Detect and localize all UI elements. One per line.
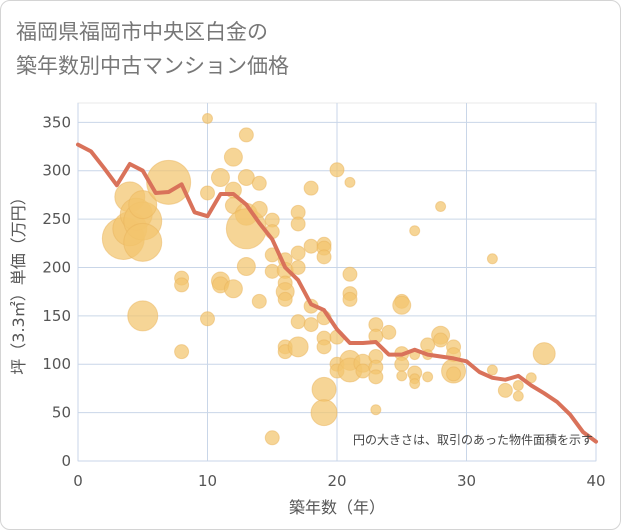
- chart-title: 福岡県福岡市中央区白金の 築年数別中古マンション価格: [16, 15, 416, 83]
- y-tick-label: 150: [42, 307, 71, 325]
- bubble-point: [223, 147, 243, 167]
- bubble-point: [342, 266, 358, 282]
- bubble-point: [127, 300, 159, 332]
- y-tick-label: 0: [61, 452, 71, 470]
- title-line-1: 福岡県福岡市中央区白金の: [16, 20, 268, 44]
- bubble-point: [264, 430, 280, 446]
- bubble-point: [223, 279, 243, 299]
- x-tick-label: 0: [73, 472, 83, 490]
- bubble-point: [409, 378, 421, 390]
- axis-ticks: 0 10 20 30 40 0 50 100 150 200 250 300 350: [42, 113, 605, 490]
- bubble-point: [512, 390, 524, 402]
- bubble-point: [251, 175, 267, 191]
- bubble-point: [486, 253, 498, 265]
- y-tick-label: 100: [42, 355, 71, 373]
- bubble-point: [486, 364, 498, 376]
- bubble-point: [396, 370, 408, 382]
- bubble-point: [368, 369, 384, 385]
- bubble-point: [497, 382, 513, 398]
- bubble-point: [236, 257, 256, 277]
- bubble-point: [251, 293, 267, 309]
- bubble-point: [287, 336, 309, 358]
- bubble-point: [512, 380, 524, 392]
- bubble-point: [342, 291, 358, 307]
- bubble-point: [370, 404, 382, 416]
- bubble-point: [202, 112, 213, 124]
- x-tick-label: 20: [327, 472, 346, 490]
- bubble-point: [525, 372, 537, 384]
- x-tick-label: 10: [198, 472, 217, 490]
- title-line-2: 築年数別中古マンション価格: [16, 54, 289, 78]
- bubble-point: [290, 314, 306, 330]
- trend-line-series: [76, 142, 598, 444]
- y-tick-label: 300: [42, 162, 71, 180]
- bubble-point: [381, 324, 397, 340]
- y-axis-label: 坪（3.3㎡）単価（万円）: [9, 189, 28, 374]
- bubble-point: [290, 216, 306, 232]
- bubble-point: [329, 162, 345, 178]
- y-tick-label: 50: [52, 404, 71, 422]
- bubble-point: [446, 366, 462, 382]
- bubble-point: [128, 190, 158, 220]
- bubble-point: [303, 238, 319, 254]
- bubble-point: [392, 295, 412, 315]
- bubble-point: [146, 159, 192, 205]
- bubble-point: [290, 259, 306, 275]
- bubble-point: [303, 180, 319, 196]
- x-tick-label: 40: [586, 472, 605, 490]
- bubble-point: [394, 356, 410, 372]
- y-tick-label: 350: [42, 113, 71, 131]
- bubble-point: [174, 277, 190, 293]
- y-tick-label: 200: [42, 258, 71, 276]
- size-annotation: 円の大きさは、取引のあった物件面積を示す: [353, 432, 593, 447]
- x-axis-label: 築年数（年）: [289, 498, 385, 517]
- bubble-point: [174, 344, 190, 360]
- bubble-point: [311, 376, 337, 402]
- bubble-point: [316, 339, 332, 355]
- bubble-point: [422, 371, 434, 383]
- bubble-point: [310, 399, 338, 427]
- x-tick-label: 30: [457, 472, 476, 490]
- bubble-point: [277, 291, 293, 307]
- bubble-point: [290, 245, 306, 261]
- bubble-point: [200, 185, 215, 201]
- bubble-point: [409, 225, 421, 237]
- bubble-point: [316, 249, 332, 265]
- bubble-point: [344, 176, 356, 188]
- bubble-point: [238, 127, 254, 143]
- bubble-point: [200, 311, 215, 327]
- bubble-point: [303, 317, 319, 333]
- bubble-point: [123, 222, 163, 262]
- trend-line: [76, 142, 598, 444]
- bubble-point: [237, 169, 255, 187]
- bubble-point: [433, 332, 449, 348]
- y-tick-label: 250: [42, 210, 71, 228]
- bubble-point: [435, 201, 447, 213]
- bubble-point: [355, 363, 371, 379]
- bubble-point: [532, 342, 556, 366]
- bubble-point: [210, 168, 230, 188]
